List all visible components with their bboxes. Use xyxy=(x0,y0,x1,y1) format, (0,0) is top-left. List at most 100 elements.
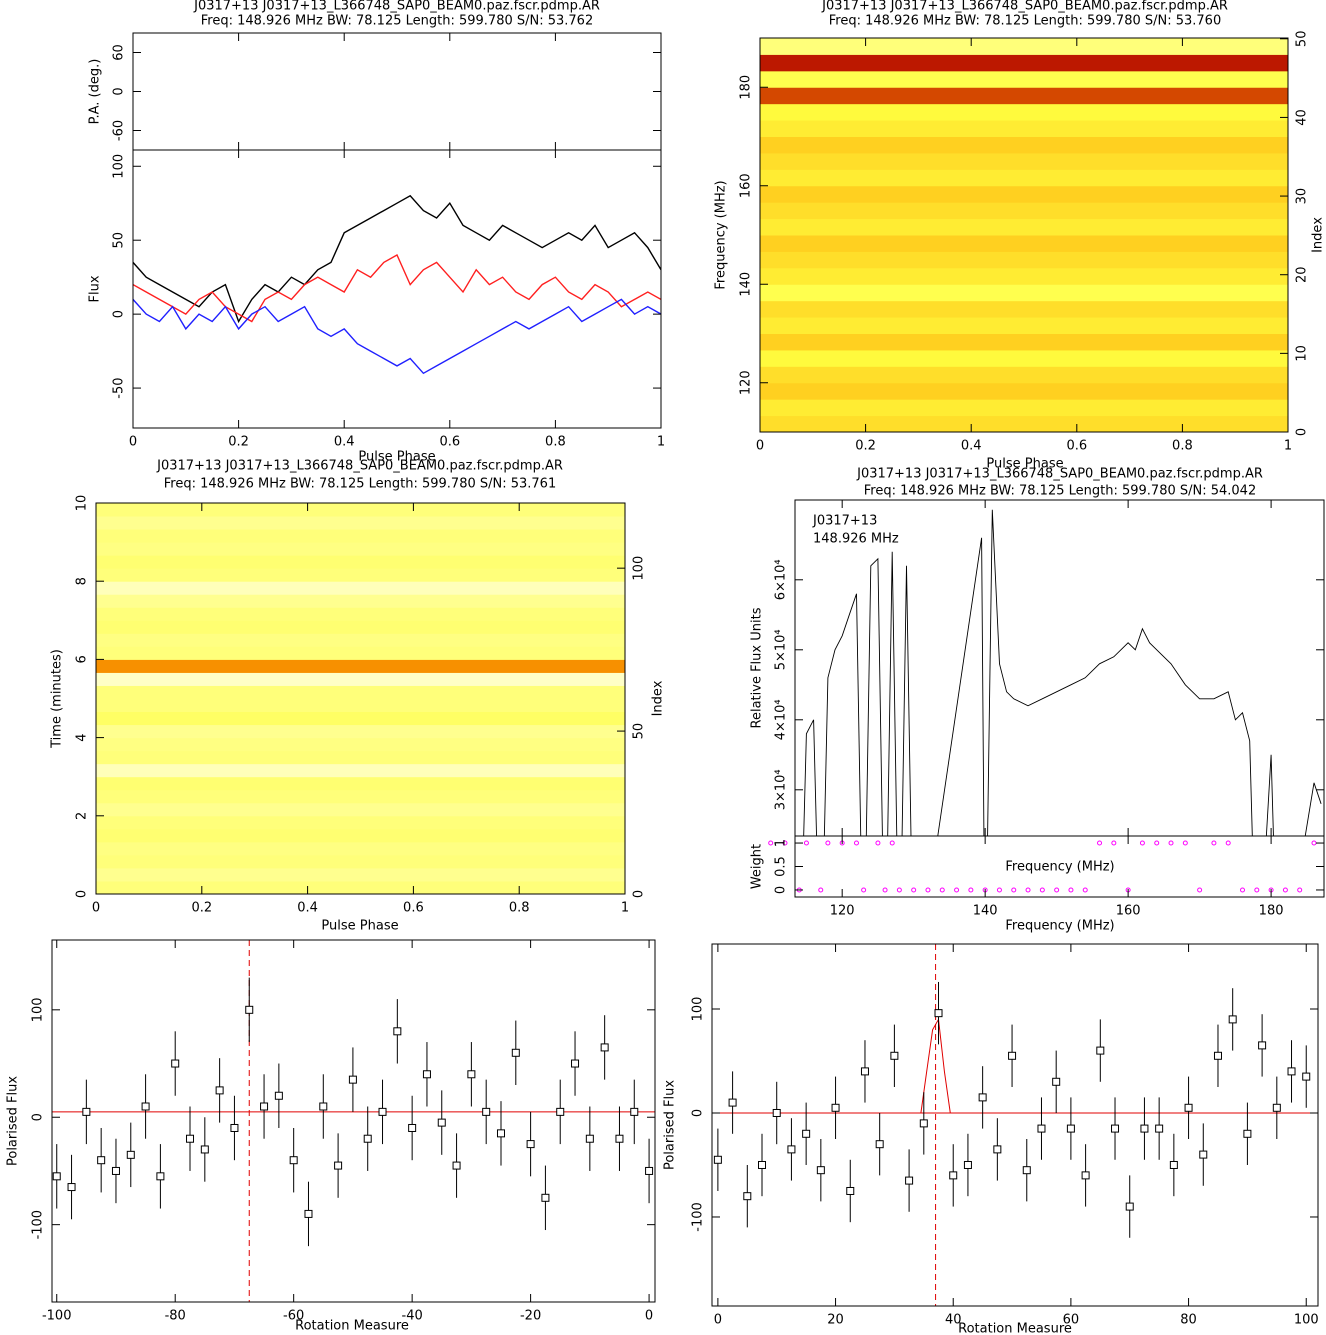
weight-point xyxy=(954,887,960,893)
data-point xyxy=(245,1005,254,1014)
y-tick-label: 30 xyxy=(1295,188,1310,205)
data-point xyxy=(1096,1046,1105,1055)
annotation: J0317+13 xyxy=(812,514,877,529)
data-point xyxy=(67,1183,76,1192)
y-tick-label: 100 xyxy=(691,997,706,1022)
weight-point xyxy=(1097,840,1103,846)
heat-row xyxy=(760,169,1288,187)
y-tick-label: 4×10⁴ xyxy=(774,699,789,740)
x-tick-label: -60 xyxy=(283,1309,304,1324)
weight-point xyxy=(782,840,788,846)
weight-point xyxy=(968,887,974,893)
heat-row xyxy=(96,802,625,817)
data-point xyxy=(846,1186,855,1195)
data-point xyxy=(1066,1124,1075,1133)
x-tick-label: 60 xyxy=(1063,1313,1080,1328)
weight-point xyxy=(861,887,867,893)
data-point xyxy=(215,1086,224,1095)
y-tick-label: 50 xyxy=(1295,31,1310,48)
data-point xyxy=(585,1134,594,1143)
x-tick-label: 0.4 xyxy=(297,901,318,916)
heat-row xyxy=(96,672,625,686)
weight-point xyxy=(896,887,902,893)
heat-row xyxy=(96,724,625,739)
y-axis-label: Weight xyxy=(750,844,765,889)
chart-subtitle: Freq: 148.926 MHz BW: 78.125 Length: 599… xyxy=(201,14,593,29)
heat-row xyxy=(96,763,625,778)
data-point xyxy=(334,1161,343,1170)
data-point xyxy=(1081,1171,1090,1180)
weight-point xyxy=(1054,887,1060,893)
data-point xyxy=(304,1209,313,1218)
heat-row xyxy=(760,218,1288,236)
x-tick-label: 0.2 xyxy=(228,435,249,450)
y-tick-label: -100 xyxy=(691,1202,706,1232)
heat-row xyxy=(760,202,1288,220)
y-tick-label: 10 xyxy=(1295,345,1310,362)
x-tick-label: 1 xyxy=(1284,439,1292,454)
weight-point xyxy=(803,840,809,846)
x-tick-label: -80 xyxy=(165,1309,186,1324)
data-point xyxy=(260,1102,269,1111)
heat-row xyxy=(96,854,625,869)
heat-row xyxy=(96,880,625,895)
y-tick-label: 120 xyxy=(739,370,754,395)
data-point xyxy=(1125,1202,1134,1211)
weight-point xyxy=(768,840,774,846)
data-point xyxy=(363,1134,372,1143)
y-tick-label: -60 xyxy=(112,120,127,141)
plot-frame xyxy=(759,37,1289,433)
weight-point xyxy=(1011,887,1017,893)
heat-row xyxy=(96,750,625,765)
heat-row xyxy=(760,120,1288,137)
x-tick-label: 0.8 xyxy=(1172,439,1193,454)
data-point xyxy=(831,1103,840,1112)
data-point xyxy=(452,1161,461,1170)
data-point xyxy=(1199,1150,1208,1159)
data-point xyxy=(875,1140,884,1149)
data-point xyxy=(1169,1160,1178,1169)
data-point xyxy=(787,1145,796,1154)
data-point xyxy=(728,1098,737,1107)
y-tick-label: 0 xyxy=(632,890,647,898)
heat-row xyxy=(96,685,625,699)
y-tick-label: -50 xyxy=(112,377,127,398)
heat-row xyxy=(760,284,1288,302)
x-tick-label: 0.6 xyxy=(1066,439,1087,454)
x-tick-label: 40 xyxy=(945,1313,962,1328)
y-tick-label: 1 xyxy=(774,839,789,847)
x-axis-label: Pulse Phase xyxy=(986,457,1063,472)
weight-point xyxy=(889,840,895,846)
y-tick-label: 2 xyxy=(75,812,90,820)
chart-subtitle: Freq: 148.926 MHz BW: 78.125 Length: 599… xyxy=(829,14,1221,29)
y-tick-label: 50 xyxy=(632,723,647,740)
data-point xyxy=(541,1193,550,1202)
plot-frame xyxy=(794,499,1325,837)
x-tick-label: 0.4 xyxy=(334,435,355,450)
y-axis-label: Polarised Flux xyxy=(663,1080,678,1170)
data-point xyxy=(378,1107,387,1116)
data-point xyxy=(645,1166,654,1175)
heat-row xyxy=(96,568,625,582)
data-point xyxy=(289,1156,298,1165)
heat-row xyxy=(96,711,625,726)
x-tick-label: 0 xyxy=(714,1313,722,1328)
heat-row xyxy=(760,185,1288,203)
data-point xyxy=(1287,1067,1296,1076)
weight-point xyxy=(1039,887,1045,893)
heat-row xyxy=(760,300,1288,318)
data-point xyxy=(393,1027,402,1036)
y-tick-label: 0 xyxy=(112,310,127,318)
y-tick-label: 10 xyxy=(75,495,90,512)
heat-row xyxy=(96,516,625,530)
x-tick-label: 160 xyxy=(1116,904,1141,919)
x-tick-label: 0.6 xyxy=(439,435,460,450)
data-point xyxy=(919,1119,928,1128)
x-tick-label: 120 xyxy=(830,904,855,919)
heat-row xyxy=(760,103,1288,121)
chart-title: J0317+13 J0317+13_L366748_SAP0_BEAM0.paz… xyxy=(821,0,1228,14)
data-point xyxy=(1140,1124,1149,1133)
heat-row xyxy=(760,333,1288,351)
y2-axis-label: Index xyxy=(651,680,666,716)
